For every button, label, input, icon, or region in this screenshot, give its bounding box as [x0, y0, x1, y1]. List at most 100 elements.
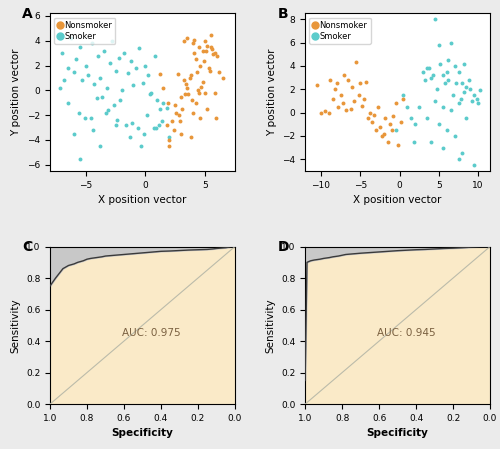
Point — [196, 114, 204, 121]
Text: D: D — [278, 240, 289, 254]
Y-axis label: Sensitivity: Sensitivity — [266, 298, 276, 352]
Point — [196, 62, 204, 69]
Point — [96, 75, 104, 82]
Point — [168, 118, 175, 125]
Point — [171, 101, 179, 109]
Point — [201, 37, 209, 44]
Point — [207, 44, 215, 51]
Point — [70, 68, 78, 75]
Point — [142, 112, 150, 119]
Point — [207, 31, 215, 38]
Point — [124, 70, 132, 77]
Point — [70, 130, 78, 137]
Point — [144, 72, 152, 79]
Point — [80, 114, 88, 121]
Point — [154, 122, 162, 129]
Point — [212, 114, 220, 121]
Point — [72, 56, 80, 63]
Point — [452, 80, 460, 87]
Point — [74, 109, 82, 116]
Point — [184, 91, 192, 98]
Point — [68, 35, 76, 42]
Point — [202, 47, 210, 54]
Point — [108, 37, 116, 44]
Point — [190, 36, 198, 43]
Point — [64, 65, 72, 72]
Point — [58, 49, 66, 57]
Point — [339, 100, 347, 107]
Point — [163, 122, 171, 129]
Point — [84, 72, 92, 79]
Point — [127, 57, 135, 64]
Point — [112, 122, 120, 129]
Point — [435, 121, 443, 128]
Point — [116, 97, 124, 104]
Text: B: B — [278, 7, 288, 21]
Point — [189, 109, 197, 116]
Point — [400, 95, 407, 102]
Point — [183, 84, 191, 92]
Point — [324, 109, 332, 116]
Point — [177, 130, 185, 137]
Point — [204, 106, 212, 113]
Point — [182, 80, 190, 88]
Point — [321, 108, 329, 115]
Point — [192, 99, 200, 106]
Point — [90, 80, 98, 88]
Point — [350, 97, 358, 105]
Point — [347, 106, 355, 113]
Point — [362, 79, 370, 86]
Point — [458, 80, 466, 87]
Point — [468, 97, 476, 105]
Point — [439, 103, 447, 110]
Point — [336, 92, 344, 99]
X-axis label: X position vector: X position vector — [98, 195, 186, 205]
Point — [326, 76, 334, 84]
Point — [186, 72, 194, 79]
Point — [166, 136, 173, 144]
Point — [200, 57, 208, 64]
Point — [331, 86, 339, 93]
Point — [408, 115, 416, 122]
Point — [60, 77, 68, 84]
Point — [176, 118, 184, 125]
Point — [195, 44, 203, 51]
Point — [394, 142, 402, 149]
Point — [436, 60, 444, 67]
Point — [142, 62, 150, 69]
Point — [376, 123, 384, 130]
Point — [378, 132, 386, 140]
Point — [368, 119, 376, 126]
Point — [472, 95, 480, 102]
Point — [190, 49, 198, 57]
Point — [177, 93, 185, 100]
Point — [130, 82, 138, 89]
Point — [76, 44, 84, 51]
Point — [435, 41, 443, 48]
Point — [180, 37, 188, 44]
Y-axis label: Y position vector: Y position vector — [266, 48, 276, 136]
Point — [150, 124, 158, 131]
Point — [88, 40, 96, 47]
Point — [118, 87, 126, 94]
Point — [434, 86, 442, 93]
Point — [442, 68, 450, 75]
Point — [104, 84, 112, 92]
Point — [450, 132, 458, 140]
Point — [392, 100, 400, 107]
Point — [340, 72, 348, 79]
Point — [219, 75, 227, 82]
Point — [195, 89, 203, 97]
Point — [328, 95, 336, 102]
Legend: Nonsmoker, Smoker: Nonsmoker, Smoker — [310, 18, 370, 44]
Point — [134, 124, 142, 131]
Point — [444, 76, 452, 84]
Point — [156, 70, 164, 78]
Point — [441, 80, 449, 87]
Point — [342, 107, 350, 114]
Point — [78, 77, 86, 84]
Point — [160, 84, 168, 92]
Point — [208, 46, 216, 53]
Point — [82, 62, 90, 69]
Point — [210, 49, 218, 57]
